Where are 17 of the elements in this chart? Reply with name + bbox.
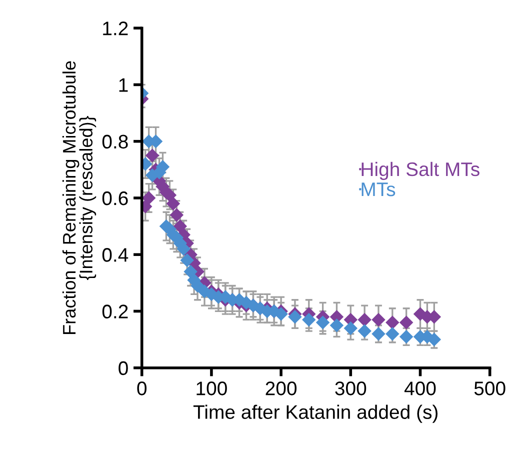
- y-tick-label: 1: [119, 78, 128, 92]
- y-tick-label: 0.6: [102, 191, 128, 206]
- x-tick-label: 100: [196, 382, 227, 396]
- x-tick-label: 0: [137, 382, 147, 396]
- x-tick-label: 500: [474, 382, 506, 396]
- y-tick-label: 0.4: [102, 248, 128, 262]
- y-tick-label: 0.8: [102, 134, 128, 149]
- legend-label: MTs: [362, 182, 396, 196]
- y-axis-title: Fraction of Remaining Microtubule {Intensity (rescaled)}: [62, 61, 96, 334]
- x-axis-title: Time after Katanin added (s): [193, 404, 438, 423]
- x-tick-label: 400: [404, 382, 436, 396]
- y-tick-label: 1.2: [103, 22, 128, 36]
- x-tick-label: 300: [335, 382, 366, 396]
- y-tick-label: 0: [118, 361, 128, 376]
- x-tick-label: 200: [266, 382, 297, 396]
- y-tick-label: 0.2: [102, 304, 128, 318]
- legend-label: High Salt MTs: [362, 162, 480, 180]
